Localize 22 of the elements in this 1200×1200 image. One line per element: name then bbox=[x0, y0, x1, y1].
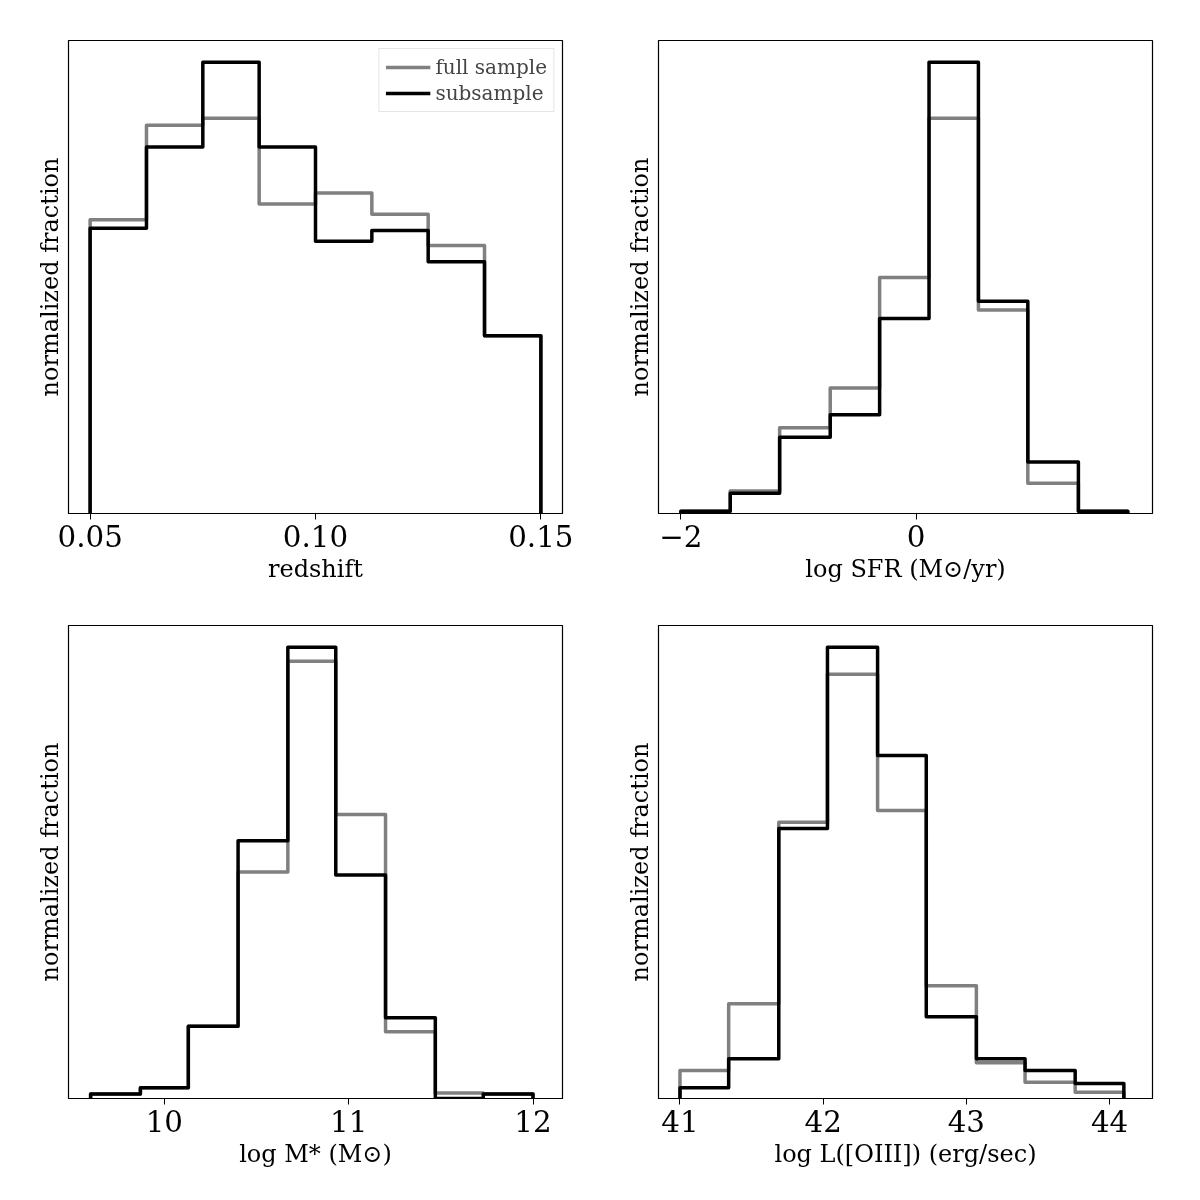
y-axis-title: normalized fraction bbox=[625, 157, 654, 397]
x-tick-label: 0.15 bbox=[508, 519, 574, 554]
y-axis-title: normalized fraction bbox=[625, 742, 654, 982]
x-tick-label: −2 bbox=[659, 519, 703, 554]
x-tick-label: 0 bbox=[906, 519, 926, 554]
x-tick-label: 0.10 bbox=[282, 519, 349, 554]
x-tick-label: 44 bbox=[1090, 1104, 1129, 1139]
x-tick-label: 11 bbox=[330, 1104, 368, 1139]
x-tick-label: 41 bbox=[661, 1104, 699, 1139]
legend-label: full sample bbox=[435, 55, 547, 79]
x-tick-label: 42 bbox=[804, 1104, 842, 1139]
y-axis-title: normalized fraction bbox=[35, 742, 64, 982]
x-tick-label: 10 bbox=[145, 1104, 184, 1139]
x-tick-label: 0.05 bbox=[57, 519, 123, 554]
legend-label: subsample bbox=[435, 81, 544, 105]
x-axis-title: log M* (M⊙) bbox=[239, 1139, 392, 1168]
x-tick-label: 43 bbox=[947, 1104, 986, 1139]
x-tick-label: 12 bbox=[514, 1104, 552, 1139]
x-axis-title: log SFR (M⊙/yr) bbox=[805, 554, 1006, 583]
x-axis-title: log L([OIII]) (erg/sec) bbox=[774, 1139, 1037, 1168]
y-axis-title: normalized fraction bbox=[35, 157, 64, 397]
x-axis-title: redshift bbox=[267, 554, 364, 583]
